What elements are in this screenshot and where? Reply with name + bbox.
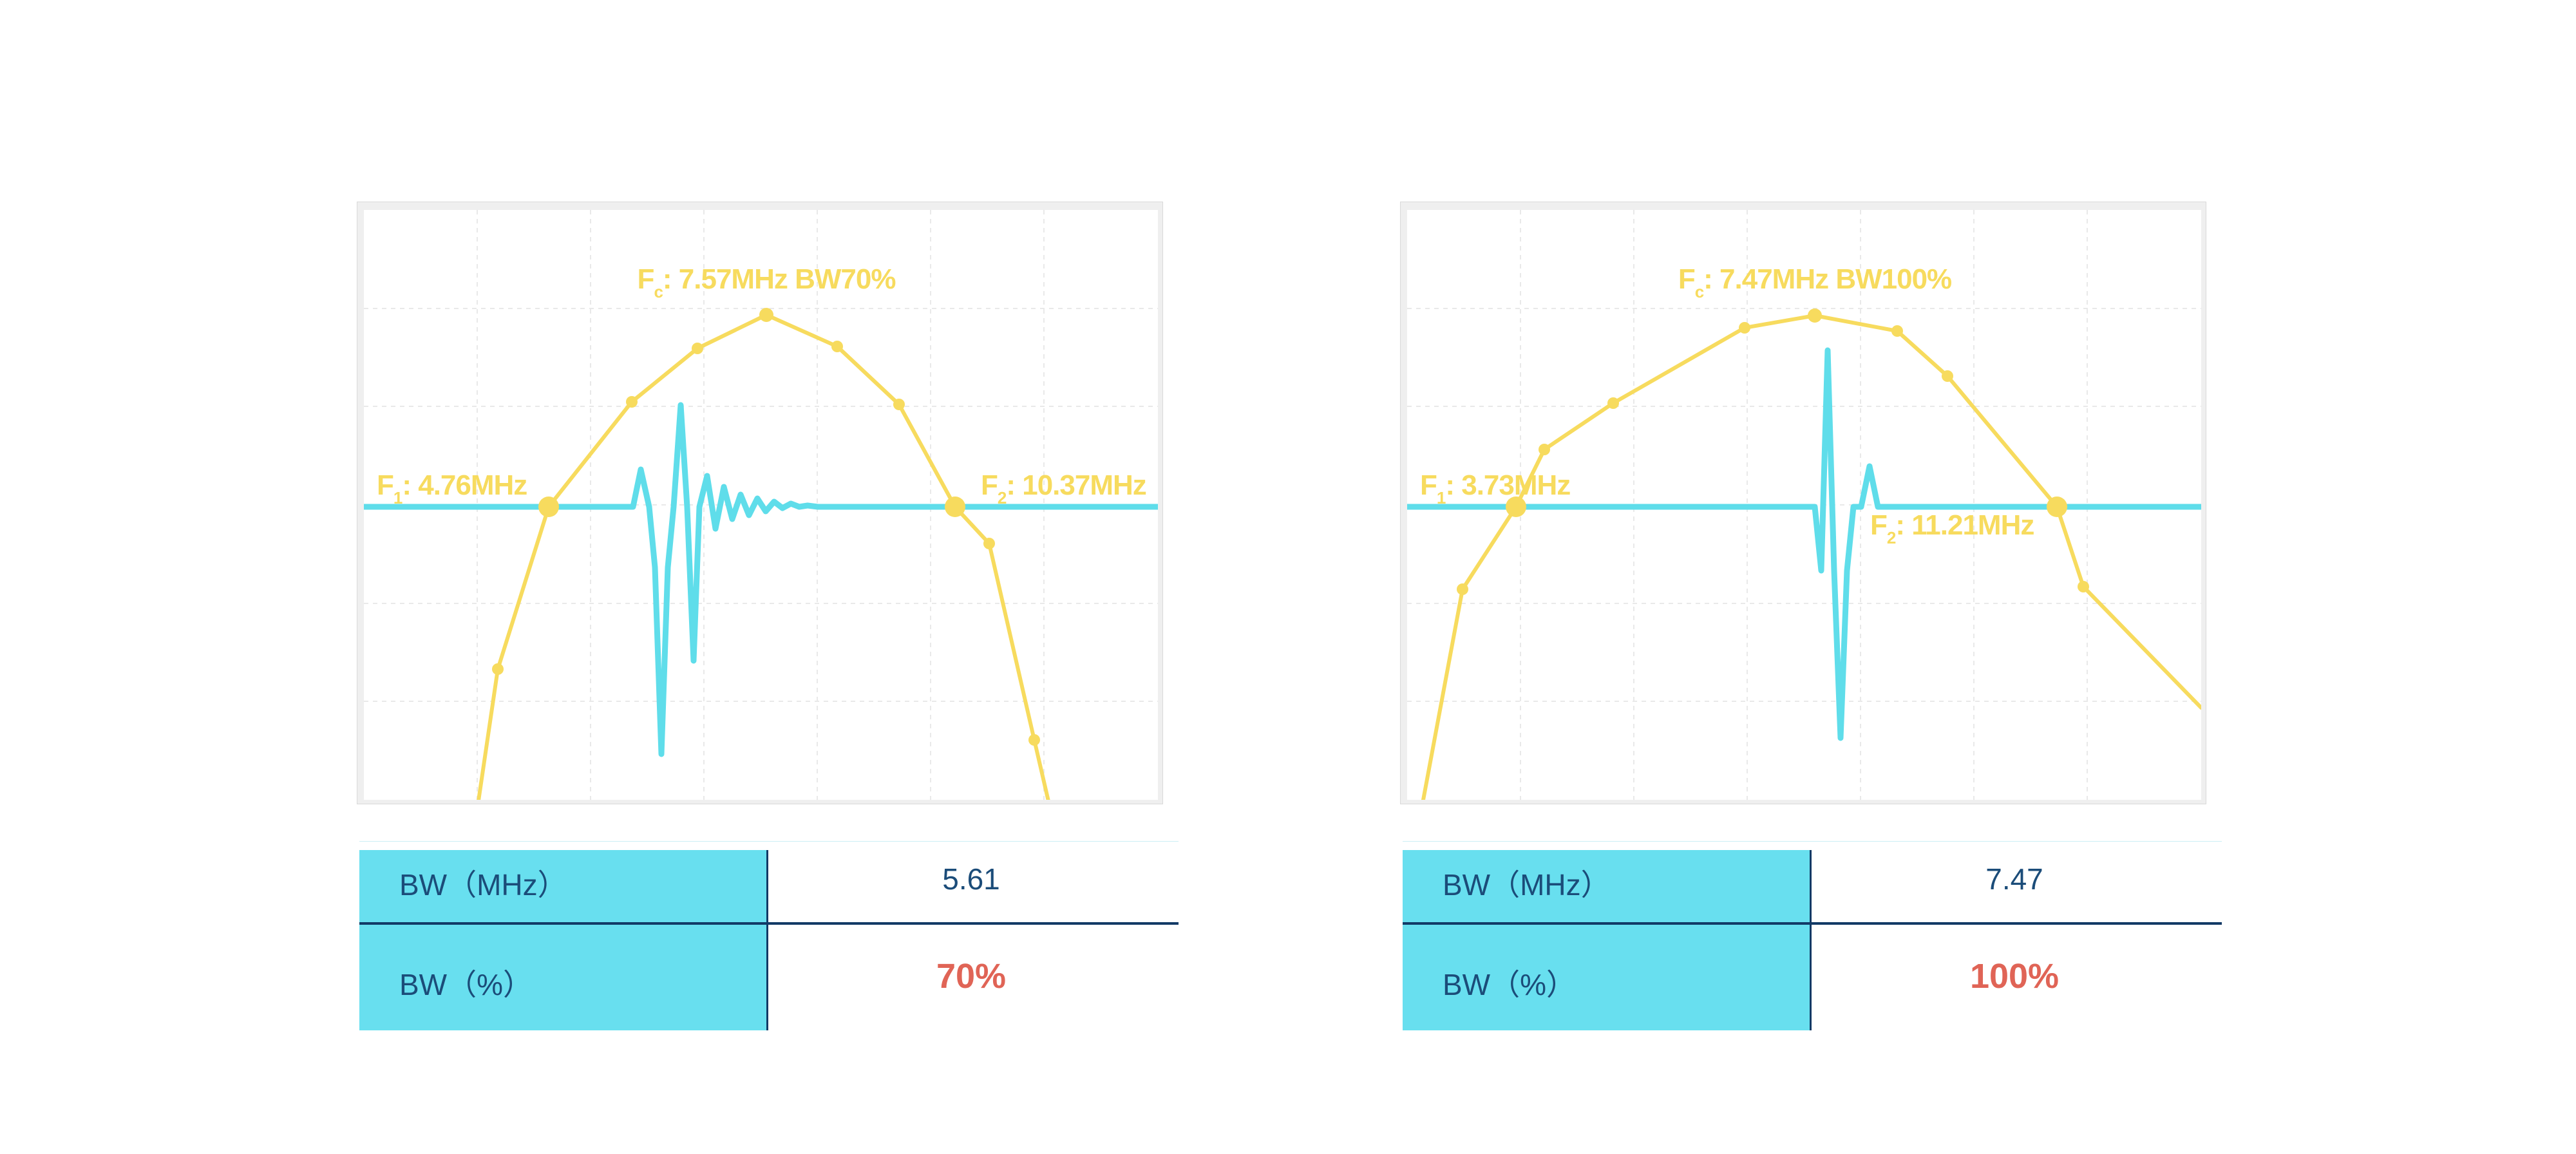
svg-text:Fc: 7.47MHz BW100%: Fc: 7.47MHz BW100% [1678, 263, 1951, 301]
svg-text:F2: 10.37MHz: F2: 10.37MHz [981, 469, 1146, 507]
svg-text:F1: 4.76MHz: F1: 4.76MHz [377, 469, 527, 507]
svg-text:Fc: 7.57MHz BW70%: Fc: 7.57MHz BW70% [638, 263, 896, 301]
svg-text:F2: 11.21MHz: F2: 11.21MHz [1870, 509, 2034, 547]
svg-text:F1: 3.73MHz: F1: 3.73MHz [1420, 469, 1570, 507]
